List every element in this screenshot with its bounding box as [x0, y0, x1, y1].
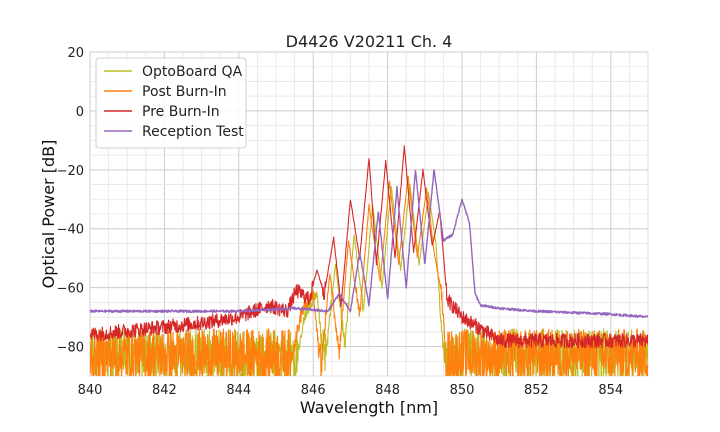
x-tick-label: 842 — [152, 383, 177, 398]
x-tick-label: 850 — [450, 383, 475, 398]
series-line-pre-burn-in — [90, 145, 648, 349]
legend-label: OptoBoard QA — [142, 64, 243, 80]
x-tick-label: 854 — [598, 383, 623, 398]
x-tick-label: 840 — [78, 383, 103, 398]
x-tick-label: 846 — [301, 383, 326, 398]
y-axis-label: Optical Power [dB] — [39, 140, 58, 289]
x-tick-label: 844 — [226, 383, 251, 398]
legend-label: Pre Burn-In — [142, 104, 220, 120]
x-tick-label: 852 — [524, 383, 549, 398]
legend-box — [95, 57, 247, 149]
series-line-post-burn-in — [90, 175, 648, 376]
y-tick-label: 20 — [67, 46, 84, 61]
series-layer — [90, 145, 648, 376]
y-tick-label: −40 — [57, 223, 84, 238]
y-tick-label: −60 — [57, 282, 84, 297]
x-tick-label: 848 — [375, 383, 400, 398]
series-line-reception-test — [90, 169, 648, 318]
y-tick-labels: 20 0 −20 −40 −60 −80 — [57, 46, 84, 356]
legend: OptoBoard QA Post Burn-In Pre Burn-In Recep… — [95, 57, 247, 149]
x-tick-labels: 840 842 844 846 848 850 852 854 — [78, 383, 624, 398]
chart-title: D4426 V20211 Ch. 4 — [286, 32, 453, 51]
y-tick-label: 0 — [76, 105, 84, 120]
y-tick-label: −80 — [57, 341, 84, 356]
x-axis-label: Wavelength [nm] — [300, 398, 438, 417]
legend-label: Reception Test — [142, 124, 244, 140]
legend-label: Post Burn-In — [142, 84, 227, 100]
y-tick-label: −20 — [57, 164, 84, 179]
